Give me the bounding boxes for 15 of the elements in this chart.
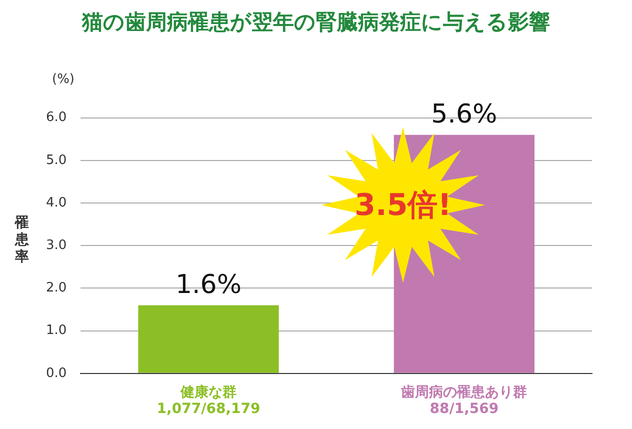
y-tick-label: 3.0 (46, 238, 67, 253)
y-tick-label: 2.0 (46, 280, 67, 296)
y-tick-label: 4.0 (46, 195, 67, 210)
x-tick-label: 歯周病の罹患あり群 88/1,569 (400, 383, 528, 418)
y-tick-label: 0.0 (46, 366, 67, 381)
y-tick-label: 1.0 (46, 323, 67, 338)
y-tick-label: 6.0 (46, 110, 67, 126)
data-label: 1.6% (175, 270, 242, 300)
x-tick-label: 健康な群 1,077/68,179 (156, 383, 260, 418)
y-axis-title: 罹患率 (14, 215, 30, 266)
chart-title: 猫の歯周病罹患が翌年の腎臓病発症に与える影響 (80, 9, 551, 36)
text: (%) (52, 72, 74, 87)
data-label: 5.6% (431, 100, 498, 130)
y-tick-label: 5.0 (46, 152, 67, 168)
annotation: 3.5倍! (354, 187, 452, 225)
